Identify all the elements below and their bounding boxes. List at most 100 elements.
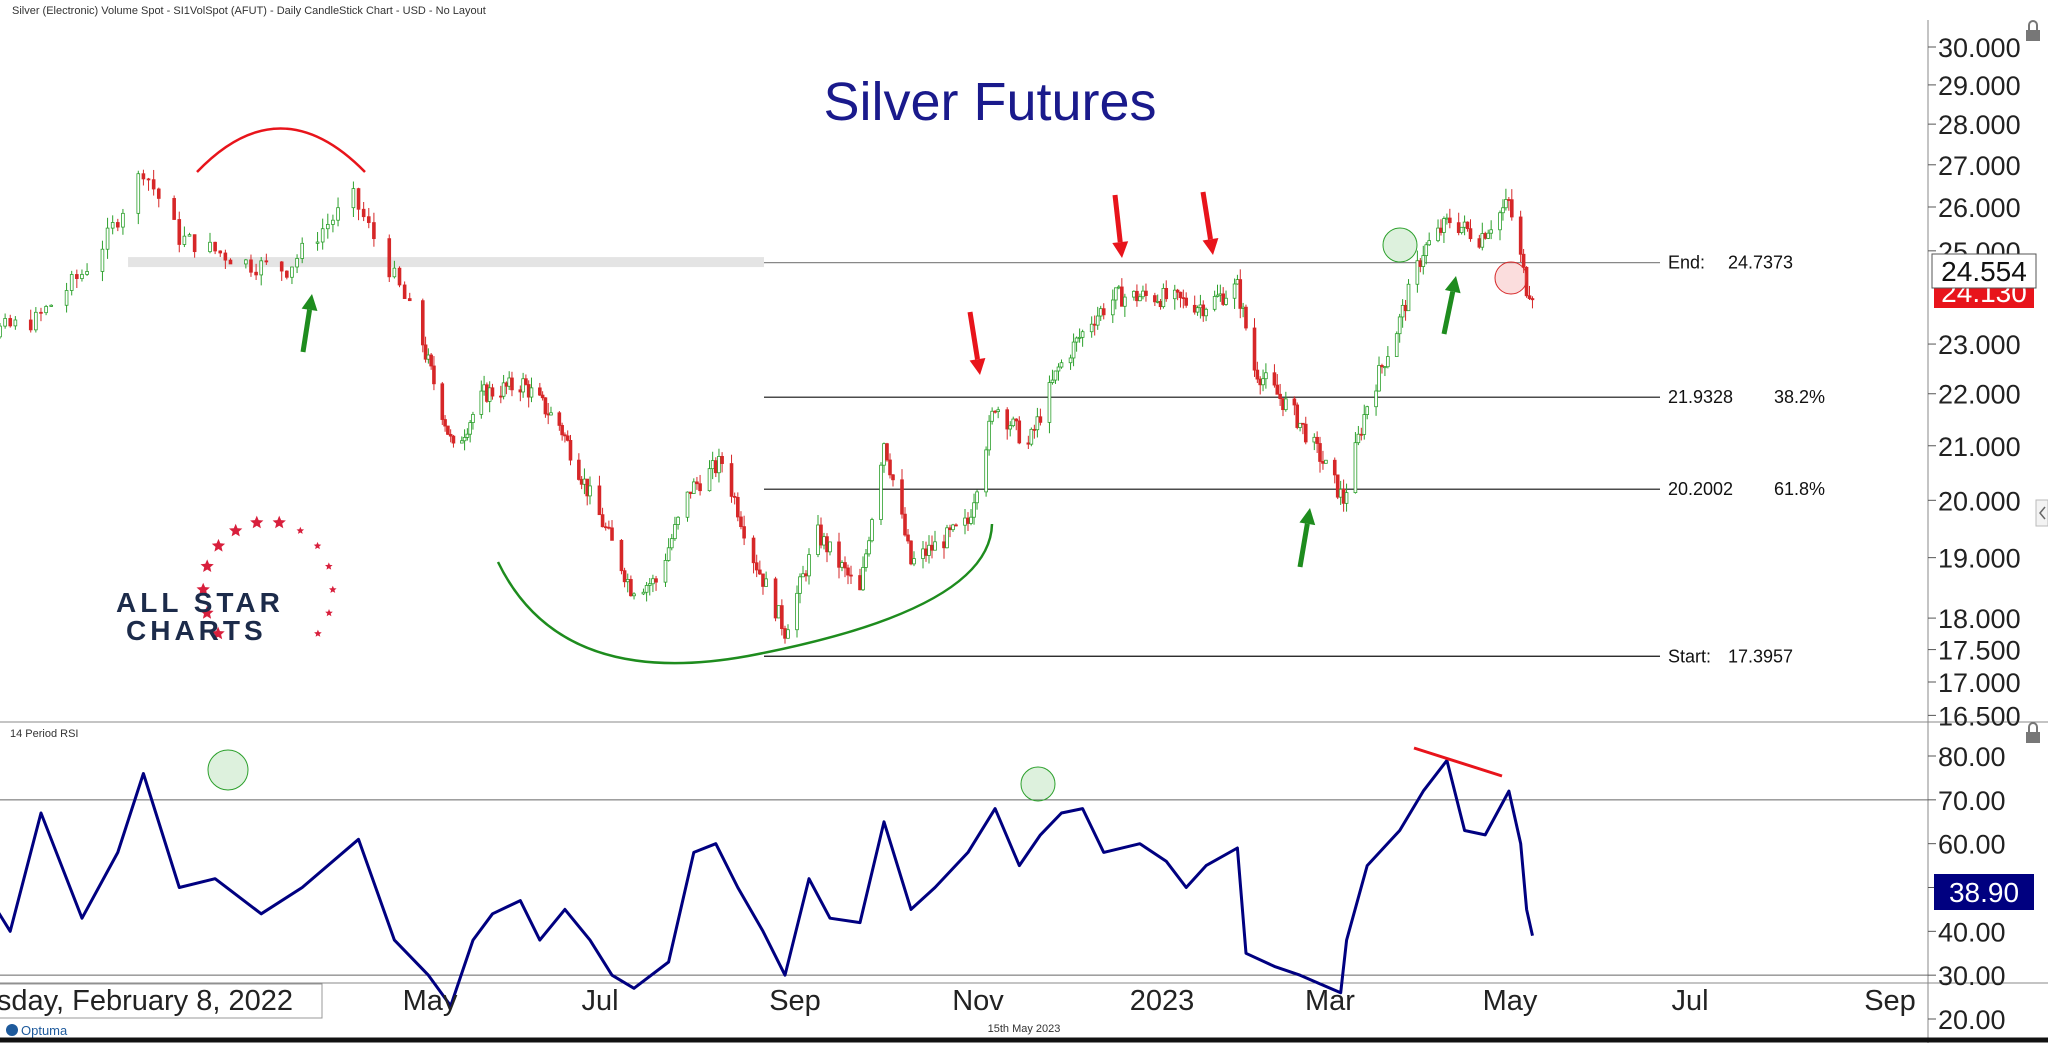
candle-body — [903, 513, 907, 536]
candle-body — [600, 514, 605, 528]
rsi-ytick-label: 70.00 — [1938, 786, 2006, 816]
candle-body — [1244, 306, 1248, 329]
candle-body — [906, 534, 910, 542]
candle-body — [443, 419, 447, 427]
candle-body — [1201, 304, 1206, 317]
candle-body — [1295, 404, 1300, 428]
candle-body — [695, 481, 699, 485]
candle-body — [579, 479, 584, 485]
candle-body — [1383, 366, 1387, 369]
candle-body — [644, 585, 649, 593]
candle-body — [1014, 418, 1019, 422]
fib-percent: 61.8% — [1774, 479, 1825, 499]
candle-body — [1338, 488, 1343, 498]
candle-body — [879, 464, 883, 520]
candle-body — [1117, 286, 1121, 289]
candle-body — [867, 540, 871, 555]
candle-body — [213, 241, 217, 252]
candle-body — [1153, 295, 1157, 303]
candle-body — [177, 219, 182, 245]
collapse-chevron-icon[interactable] — [2035, 499, 2048, 527]
candle-body — [1303, 423, 1308, 443]
logo-stars-icon — [196, 515, 337, 640]
candle-body — [320, 228, 325, 243]
candle-body — [1017, 420, 1022, 444]
candle-body — [969, 516, 973, 524]
arrow-icon — [1297, 508, 1316, 568]
candle-body — [543, 397, 548, 415]
candle-body — [954, 524, 958, 527]
candle-body — [1110, 299, 1115, 316]
candle-body — [984, 449, 988, 493]
footer-brand: Optuma — [21, 1023, 68, 1038]
rsi-last-badge — [1934, 874, 2034, 910]
candle-body — [1138, 296, 1142, 302]
candle-body — [1374, 390, 1378, 408]
candle-body — [1224, 297, 1228, 305]
candle-body — [870, 519, 874, 542]
price-ytick-label: 20.000 — [1938, 486, 2021, 516]
candle-body — [100, 248, 105, 272]
candle-body — [397, 267, 402, 286]
candle-body — [1298, 422, 1302, 428]
candle-body — [279, 261, 284, 272]
xtick-label: Jul — [581, 985, 618, 1017]
lock-icon[interactable] — [2026, 20, 2040, 41]
candle-body — [819, 524, 823, 546]
arrow-icon — [1441, 276, 1461, 335]
candle-body — [739, 516, 743, 528]
lock-icon[interactable] — [2026, 722, 2040, 743]
candle-body — [524, 378, 528, 385]
candle-body — [990, 410, 994, 422]
candle-body — [837, 541, 841, 568]
candle-body — [669, 538, 674, 549]
candle-body — [1483, 233, 1488, 239]
candle-body — [501, 382, 506, 397]
candle-body — [742, 526, 746, 539]
bottom-arc-annotation — [496, 523, 994, 665]
candle-body — [1418, 260, 1423, 267]
xtick-label: Jul — [1671, 985, 1708, 1017]
candle-body — [858, 575, 862, 591]
candle-body — [526, 384, 531, 398]
logo-star — [325, 609, 333, 617]
arrow-shaft — [967, 311, 980, 360]
candle-body — [1011, 418, 1016, 427]
candle-body — [482, 384, 486, 392]
candle-body — [641, 591, 646, 595]
candle-body — [804, 573, 808, 577]
arrow-icon — [967, 311, 986, 375]
candle-body — [843, 562, 847, 569]
candle-body — [1459, 226, 1464, 233]
price-ytick-label: 27.000 — [1938, 151, 2021, 181]
arrow-shaft — [1112, 194, 1123, 243]
candle-body — [720, 456, 724, 464]
candle-body — [462, 437, 467, 442]
xtick-date-box — [0, 983, 323, 1019]
candle-body — [1050, 379, 1055, 383]
candle-body — [1026, 442, 1031, 445]
logo-star — [296, 526, 305, 534]
top-arc-annotation — [196, 127, 366, 173]
candle-body — [1427, 240, 1431, 246]
candle-body — [1468, 228, 1473, 240]
candle-body — [156, 188, 161, 199]
xtick-label: May — [1483, 985, 1538, 1017]
candle-body — [440, 383, 445, 420]
candle-body — [485, 384, 489, 402]
candle-body — [490, 387, 495, 397]
candle-body — [625, 579, 630, 583]
candle-body — [861, 567, 865, 591]
y-axis: 30.00029.00028.00027.00026.00025.00023.0… — [1928, 33, 2021, 1035]
candle-body — [666, 547, 671, 561]
candle-body — [361, 208, 366, 218]
logo-star — [313, 541, 322, 550]
candle-body — [1098, 308, 1103, 317]
logo-line-1: ALL STAR — [116, 587, 284, 618]
candle-body — [1406, 283, 1411, 312]
candle-body — [560, 425, 564, 436]
fib-value: 17.3957 — [1728, 646, 1793, 666]
price-layer: End: 24.7373 21.9328 38.2% 20.2002 61.8% Start… — [0, 169, 1825, 666]
logo-star — [325, 562, 333, 570]
candle-body — [963, 517, 967, 526]
